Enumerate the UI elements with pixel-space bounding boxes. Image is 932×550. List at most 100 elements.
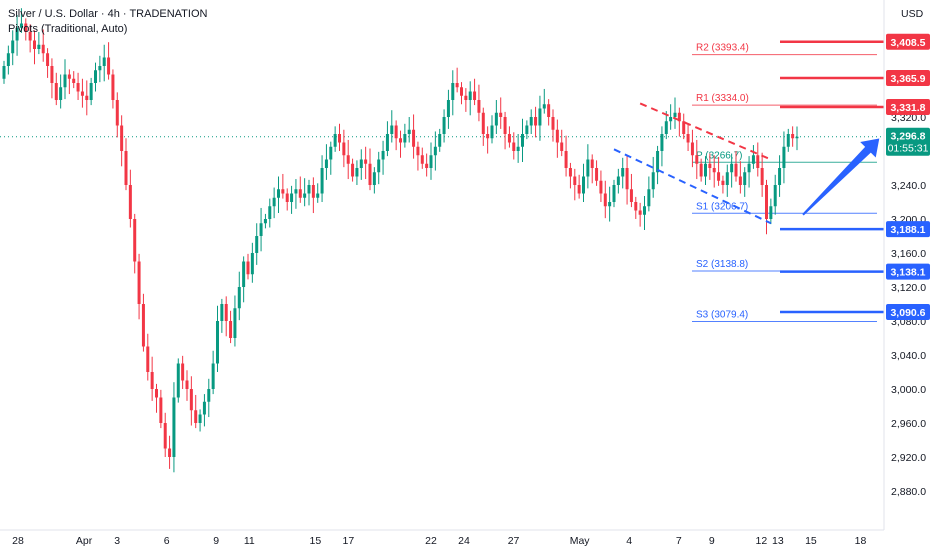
candle-body xyxy=(673,112,677,117)
candle-body xyxy=(577,185,581,194)
candle-body xyxy=(756,155,760,168)
candle-body xyxy=(390,125,394,134)
level-badge-label: 3,138.1 xyxy=(890,267,925,279)
candle-body xyxy=(394,125,398,139)
x-tick-label: 15 xyxy=(310,535,322,547)
candle-body xyxy=(263,219,267,224)
x-tick-label: May xyxy=(570,535,591,547)
bullish-arrow[interactable] xyxy=(802,138,880,216)
candle-body xyxy=(560,142,564,151)
y-tick-label: 2,880.0 xyxy=(891,486,926,498)
candle-body xyxy=(15,27,19,41)
candle-body xyxy=(573,176,577,185)
y-tick-label: 3,120.0 xyxy=(891,282,926,294)
indicator-label[interactable]: Pivots (Traditional, Auto) xyxy=(8,23,127,35)
candle-body xyxy=(734,163,738,177)
candle-body xyxy=(237,287,241,309)
level-badge xyxy=(886,33,930,50)
candle-body xyxy=(725,172,729,185)
channel-lower-line[interactable] xyxy=(613,148,772,225)
candle-body xyxy=(786,134,790,147)
candle-body xyxy=(717,172,721,181)
level-badge xyxy=(886,69,930,86)
candle-body xyxy=(229,321,233,338)
candle-body xyxy=(155,389,158,398)
candle-body xyxy=(242,261,246,287)
x-tick-label: 7 xyxy=(676,535,682,547)
candle-body xyxy=(599,180,603,194)
candle-body xyxy=(695,155,699,164)
candle-body xyxy=(743,172,747,185)
candle-body xyxy=(446,100,450,117)
pivot-label: P (3266.7) xyxy=(696,150,743,161)
x-tick-label: 3 xyxy=(114,535,120,547)
candle-body xyxy=(41,44,45,54)
candle-body xyxy=(80,91,84,96)
level-lines xyxy=(780,40,884,314)
candle-body xyxy=(651,172,655,190)
pivot-label: S1 (3206.7) xyxy=(696,201,748,212)
x-tick-label: 22 xyxy=(425,535,437,547)
candle-body xyxy=(202,401,206,415)
candle-body xyxy=(582,176,585,194)
candle-body xyxy=(499,112,503,117)
candle-body xyxy=(747,163,751,173)
candle-body xyxy=(455,83,459,88)
candle-body xyxy=(477,100,481,113)
x-tick-label: 18 xyxy=(855,535,867,547)
current-price-badge xyxy=(886,127,930,156)
candle-body xyxy=(11,40,15,54)
candle-body xyxy=(399,138,402,143)
candle-body xyxy=(307,185,311,194)
candle-body xyxy=(285,193,289,202)
candle-body xyxy=(194,410,198,423)
candle-body xyxy=(438,134,442,147)
candle-body xyxy=(150,372,154,389)
candle-body xyxy=(351,163,355,177)
candle-body xyxy=(590,159,594,168)
candle-body xyxy=(721,180,725,185)
candle-body xyxy=(281,189,285,194)
candle-body xyxy=(686,134,690,143)
pivot-label: R1 (3334.0) xyxy=(696,93,749,104)
candle-body xyxy=(181,363,185,381)
candle-body xyxy=(664,121,668,134)
candle-body xyxy=(525,125,529,134)
x-tick-label: 4 xyxy=(626,535,632,547)
candle-body xyxy=(586,159,590,177)
candle-body xyxy=(364,159,368,164)
candle-body xyxy=(507,134,511,143)
candle-body xyxy=(329,146,333,160)
candle-body xyxy=(54,83,58,100)
candle-body xyxy=(6,53,10,66)
candle-body xyxy=(403,134,407,143)
candle-body xyxy=(621,168,625,177)
candle-body xyxy=(185,380,189,389)
candle-body xyxy=(368,163,372,185)
candle-body xyxy=(333,134,337,147)
x-tick-label: 11 xyxy=(244,535,255,547)
level-badge-label: 3,331.8 xyxy=(890,102,925,114)
candle-body xyxy=(189,389,193,411)
pivot-label: S2 (3138.8) xyxy=(696,259,748,270)
currency-label[interactable]: USD xyxy=(901,8,924,20)
candle-body xyxy=(629,189,633,202)
x-tick-label: 12 xyxy=(756,535,768,547)
y-tick-label: 2,960.0 xyxy=(891,418,926,430)
candle-body xyxy=(324,159,328,168)
candle-body xyxy=(656,151,660,173)
candle-body xyxy=(137,261,141,304)
candle-body xyxy=(795,136,799,139)
candle-body xyxy=(28,32,32,41)
candle-body xyxy=(211,363,215,389)
x-tick-label: 28 xyxy=(12,535,24,547)
candle-body xyxy=(316,193,320,198)
candle-body xyxy=(372,172,376,185)
candle-body xyxy=(98,66,102,71)
level-badge-label: 3,090.6 xyxy=(890,307,925,319)
candle-body xyxy=(133,219,137,262)
candle-body xyxy=(416,146,420,156)
level-badge-label: 3,408.5 xyxy=(890,37,925,49)
candle-body xyxy=(407,129,411,134)
